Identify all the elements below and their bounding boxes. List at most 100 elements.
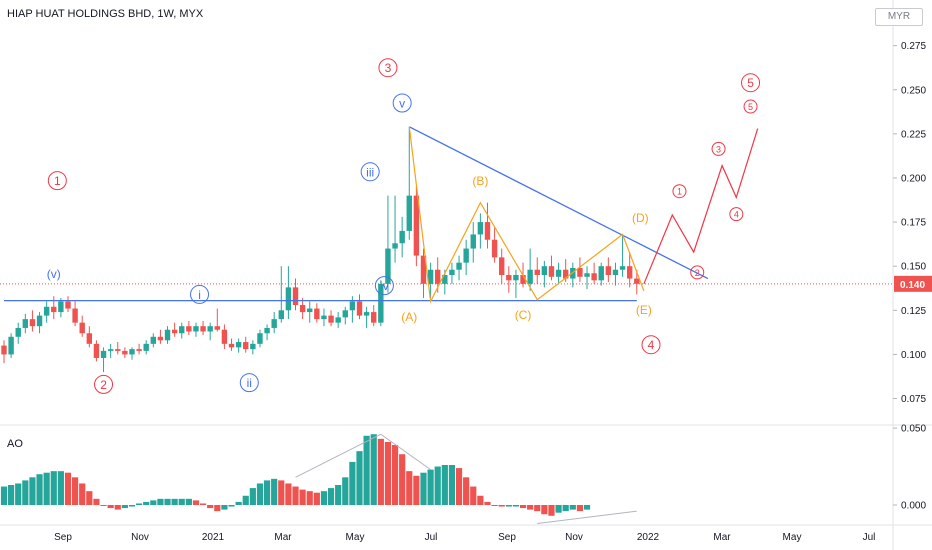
- time-tick-label: Nov: [565, 532, 583, 543]
- ao-bar: [72, 477, 79, 505]
- ao-bar: [128, 505, 136, 507]
- candle-body: [427, 269, 434, 284]
- ao-bar: [370, 434, 377, 505]
- candle-body: [58, 301, 64, 313]
- currency-button[interactable]: MYR: [875, 8, 923, 26]
- wave-label: 2: [100, 378, 107, 392]
- time-tick-label: 2021: [202, 532, 225, 543]
- ao-bar: [377, 438, 384, 505]
- ao-bar: [583, 505, 591, 510]
- candle-body: [264, 327, 270, 334]
- candle-body: [520, 275, 526, 284]
- abc-correction-line: [408, 126, 645, 304]
- candle-body: [385, 248, 391, 284]
- ao-bar: [413, 475, 420, 505]
- ao-bar: [15, 483, 22, 505]
- ao-bar: [391, 445, 399, 505]
- candle-body: [207, 326, 213, 332]
- ao-bar: [484, 501, 491, 505]
- ao-bar: [22, 480, 29, 505]
- wave-label-circle: [741, 73, 761, 93]
- ao-bar: [178, 498, 185, 505]
- candle-body: [491, 239, 498, 258]
- candle-body: [36, 315, 43, 327]
- ao-bar: [114, 505, 121, 510]
- ao-bar: [278, 480, 285, 505]
- candle-body: [93, 343, 100, 358]
- ao-bar: [292, 486, 299, 505]
- wave-label-circle: [47, 171, 67, 191]
- ao-bar: [57, 471, 64, 505]
- candle-body: [250, 343, 256, 350]
- ao-bar: [434, 466, 441, 505]
- time-tick-label: May: [346, 532, 365, 543]
- time-tick-label: Mar: [713, 532, 731, 543]
- wave-label-circle: [378, 58, 398, 78]
- candle-body: [363, 312, 370, 316]
- wave-label: 4: [648, 338, 655, 352]
- ao-bar: [576, 505, 584, 512]
- candle-body: [442, 275, 448, 284]
- ao-bar: [555, 505, 562, 513]
- ao-bar: [320, 491, 328, 505]
- ao-divergence-line: [295, 433, 382, 478]
- price-tick-label: 0.175: [901, 218, 926, 229]
- wave-label: 5: [748, 102, 753, 112]
- candle-body: [634, 278, 640, 284]
- wave-label: (D): [632, 211, 649, 225]
- ao-bar: [406, 471, 413, 505]
- ao-bar: [569, 505, 576, 510]
- ao-bar: [93, 498, 100, 505]
- price-tick-label: 0.100: [901, 350, 926, 361]
- wave-label: iii: [366, 165, 374, 179]
- candle-body: [200, 326, 206, 332]
- ao-bar: [214, 505, 221, 512]
- candle-body: [413, 195, 420, 256]
- ao-bar: [235, 501, 242, 505]
- candle-body: [15, 327, 21, 337]
- wave-label: ii: [247, 376, 252, 390]
- price-tick-label: 0.200: [901, 173, 926, 184]
- candle-body: [456, 262, 462, 270]
- wave-label: iv: [380, 279, 389, 293]
- ao-bar: [562, 505, 569, 512]
- ao-bar: [384, 441, 392, 505]
- wave-label: (C): [515, 308, 532, 322]
- wave-label: i: [198, 288, 201, 302]
- time-tick-label: Nov: [131, 532, 149, 543]
- candle-body: [186, 326, 192, 332]
- wave-label: 1: [677, 187, 682, 197]
- price-tick-label: 0.150: [901, 262, 926, 273]
- ao-bar: [199, 503, 207, 505]
- wave-label-circle: [360, 162, 380, 182]
- ao-bar: [256, 483, 264, 505]
- candle-body: [534, 269, 540, 276]
- wave-label: (A): [401, 310, 417, 324]
- ao-bar: [228, 505, 235, 507]
- time-tick-label: May: [783, 532, 802, 543]
- candle-body: [513, 275, 519, 281]
- ao-bar: [427, 469, 434, 505]
- ao-bar: [121, 505, 128, 509]
- wave-label-circle: [690, 265, 705, 280]
- wave-label: 3: [385, 61, 392, 75]
- ao-bar: [306, 491, 313, 505]
- candle-body: [406, 195, 412, 231]
- candle-body: [43, 306, 50, 316]
- ao-bar: [441, 465, 448, 505]
- candle-body: [470, 234, 476, 249]
- wave-label-circle: [672, 184, 687, 199]
- candle-body: [463, 248, 469, 263]
- wave-label: 5: [747, 76, 754, 90]
- candle-body: [499, 257, 505, 276]
- ao-bar: [185, 498, 192, 505]
- candle-body: [371, 312, 377, 323]
- ao-bar: [107, 505, 114, 509]
- ao-bar: [349, 461, 356, 505]
- candle-body: [51, 306, 57, 313]
- wave-label-circle: [729, 207, 744, 222]
- candle-body: [314, 308, 320, 320]
- time-tick-label: Sep: [498, 532, 516, 543]
- ao-bar: [448, 465, 456, 505]
